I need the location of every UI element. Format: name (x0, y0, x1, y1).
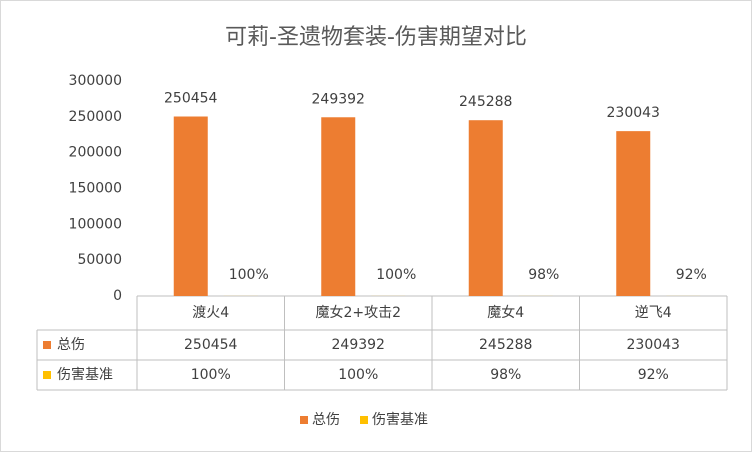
y-tick-label: 200000 (69, 145, 122, 161)
table-row-header: 总伤 (57, 337, 85, 353)
x-tick-label: 魔女2+攻击2 (315, 304, 401, 321)
table-cell: 245288 (479, 337, 532, 353)
data-label: 245288 (459, 94, 512, 110)
bar (468, 120, 503, 296)
y-tick-label: 50000 (77, 252, 122, 268)
table-cell: 249392 (332, 337, 385, 353)
table-legend-key (43, 371, 51, 379)
table-cell: 100% (338, 367, 378, 383)
x-tick-label: 魔女4 (487, 304, 524, 321)
y-tick-label: 100000 (69, 216, 122, 232)
y-tick-label: 250000 (69, 109, 122, 125)
data-label: 100% (229, 267, 269, 283)
legend-key (300, 416, 308, 424)
legend-label: 总伤 (312, 412, 340, 428)
data-label: 100% (376, 267, 416, 283)
table-cell: 230043 (627, 337, 680, 353)
x-tick-label: 渡火4 (192, 305, 229, 321)
bar (616, 131, 651, 296)
data-label: 230043 (607, 105, 660, 121)
data-label: 92% (676, 267, 707, 283)
chart-title: 可莉-圣遗物套装-伤害期望对比 (225, 25, 527, 50)
legend-key (360, 416, 368, 424)
data-label: 249392 (312, 91, 365, 107)
bar (173, 116, 208, 296)
y-tick-label: 150000 (69, 181, 122, 197)
x-tick-label: 逆飞4 (635, 305, 672, 321)
data-label: 98% (528, 267, 559, 283)
table-cell: 92% (638, 367, 669, 383)
legend-label: 伤害基准 (372, 411, 428, 428)
table-legend-key (43, 341, 51, 349)
y-tick-label: 300000 (69, 73, 122, 89)
bar (321, 117, 356, 296)
table-row-header: 伤害基准 (57, 366, 113, 383)
table-cell: 100% (191, 367, 231, 383)
table-cell: 250454 (184, 337, 238, 353)
table-cell: 98% (490, 367, 521, 383)
y-tick-label: 0 (113, 288, 122, 304)
data-label: 250454 (164, 91, 218, 107)
